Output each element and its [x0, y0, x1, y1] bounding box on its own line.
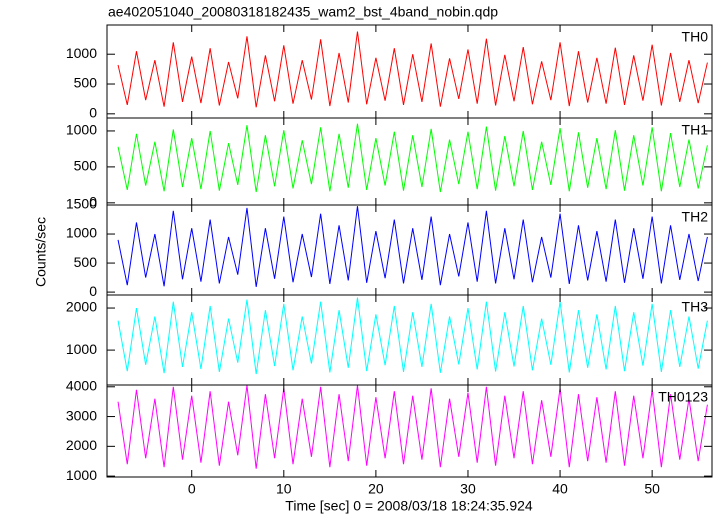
panel-label: TH3 [682, 299, 709, 315]
panel-label: TH0123 [658, 389, 708, 405]
x-tick-label: 0 [188, 481, 196, 497]
y-tick-label: 3000 [66, 407, 97, 423]
panel-frame [106, 384, 713, 478]
x-axis-label: Time [sec] 0 = 2008/03/18 18:24:35.924 [285, 498, 533, 514]
y-tick-label: 0 [89, 194, 97, 210]
data-line [117, 31, 708, 108]
y-tick-label: 1000 [66, 467, 97, 483]
y-tick-label: 500 [74, 158, 98, 174]
x-tick-label: 50 [644, 481, 660, 497]
x-tick-label: 40 [552, 481, 568, 497]
y-tick-label: 1000 [66, 122, 97, 138]
data-line [117, 385, 708, 469]
data-line [117, 206, 708, 287]
y-tick-label: 2000 [66, 299, 97, 315]
data-line [117, 297, 708, 375]
y-tick-label: 1000 [66, 45, 97, 61]
y-tick-label: 0 [89, 283, 97, 299]
y-axis-label: Counts/sec [33, 217, 49, 287]
y-tick-label: 4000 [66, 377, 97, 393]
x-tick-label: 30 [460, 481, 476, 497]
data-line [117, 123, 708, 193]
y-tick-label: 1500 [66, 196, 97, 212]
y-tick-label: 0 [89, 105, 97, 121]
panel-frame [106, 117, 713, 206]
x-tick-label: 10 [276, 481, 292, 497]
y-tick-label: 1000 [66, 341, 97, 357]
x-tick-label: 20 [368, 481, 384, 497]
panel-label: TH1 [682, 122, 709, 138]
panel-label: TH0 [682, 29, 709, 45]
y-tick-label: 500 [74, 75, 98, 91]
panel-frame [106, 294, 713, 386]
y-tick-label: 1000 [66, 225, 97, 241]
y-tick-label: 2000 [66, 437, 97, 453]
chart-title: ae402051040_20080318182435_wam2_bst_4ban… [108, 4, 498, 20]
panel-label: TH2 [682, 209, 709, 225]
y-tick-label: 500 [74, 254, 98, 270]
